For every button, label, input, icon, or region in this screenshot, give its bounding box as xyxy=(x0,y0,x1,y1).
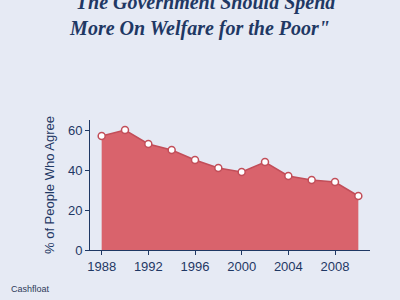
svg-text:1992: 1992 xyxy=(134,259,163,274)
svg-text:2004: 2004 xyxy=(274,259,303,274)
svg-text:2008: 2008 xyxy=(321,259,350,274)
svg-text:"The Government Should SpendMo: "The Government Should SpendMore On Welf… xyxy=(65,0,337,40)
svg-text:1996: 1996 xyxy=(181,259,210,274)
svg-text:40: 40 xyxy=(68,163,82,178)
svg-text:Cashfloat: Cashfloat xyxy=(11,284,50,294)
svg-text:60: 60 xyxy=(68,123,82,138)
svg-text:% of People Who Agree: % of People Who Agree xyxy=(42,116,57,254)
svg-text:2000: 2000 xyxy=(227,259,256,274)
svg-text:1988: 1988 xyxy=(87,259,116,274)
svg-text:0: 0 xyxy=(75,243,82,258)
svg-text:20: 20 xyxy=(68,203,82,218)
